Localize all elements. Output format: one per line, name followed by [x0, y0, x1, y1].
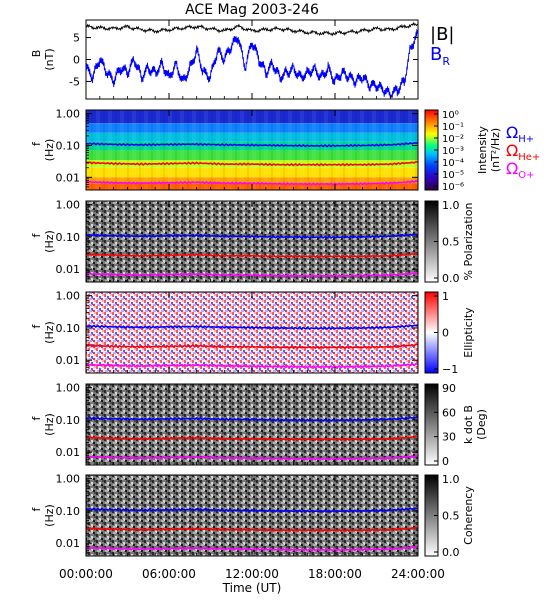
kdotb-gyro-line-2: [85, 454, 419, 461]
ellipticity-colorbar-tick-label: −1: [442, 363, 458, 376]
psd-colorbar-tick-label: 10⁻⁴: [442, 158, 464, 169]
polarization-gyro-line-0: [85, 233, 419, 239]
ellipticity-ytick-label: 1.00: [56, 290, 81, 303]
polarization-ytick-label: 1.00: [56, 199, 81, 212]
panel-b-yunit: (nT): [43, 48, 56, 70]
legend-gyro-o: ΩO+: [506, 159, 534, 181]
kdotb-ylabel: f: [30, 415, 43, 420]
panel-b-ylabel: B: [30, 50, 43, 58]
x-axis-labels: 00:00:00 06:00:00 12:00:00 18:00:00 24:00:00: [59, 567, 445, 581]
kdotb-ytick-label: 1.00: [56, 382, 81, 395]
psd-colorbar-tick-label: 10⁻³: [442, 146, 464, 157]
psd-colorbar-tick-label: 10⁻¹: [442, 122, 464, 133]
psd-colorbar-unit: (nT²/Hz): [489, 128, 502, 172]
kdotb-colorbar-unit: (Deg): [475, 409, 488, 440]
polarization-gyro-line-1: [85, 252, 419, 259]
coherency-ytick-label: 0.10: [56, 505, 81, 518]
kdotb-colorbar: [424, 383, 439, 466]
ellipticity-gyro-line-1: [85, 343, 419, 350]
x-tick-label: 12:00:00: [225, 567, 279, 581]
psd-gyro-line-0: [85, 142, 419, 148]
psd-texture: [86, 110, 418, 190]
psd-ytick-label: 1.00: [56, 108, 81, 121]
coherency-ylabel: f: [30, 506, 43, 511]
kdotb-colorbar-tick-label: 0: [442, 455, 449, 468]
series-line-br: [85, 28, 419, 98]
panel-b-ytick-label: -5: [69, 75, 80, 88]
coherency-colorbar-tick-label: 0.5: [442, 510, 460, 523]
psd-ytick-label: 0.01: [56, 171, 81, 184]
kdotb-colorbar-tick-label: 30: [442, 431, 456, 444]
ellipticity-colorbar-tick-label: 1: [442, 290, 449, 303]
polarization-ytick-label: 0.01: [56, 263, 81, 276]
kdotb-spectrogram: [86, 384, 418, 465]
legend-top-abs-b: |B|: [430, 24, 454, 45]
polarization-yunit: (Hz): [43, 230, 56, 253]
polarization-colorbar-tick-label: 0.5: [442, 236, 460, 249]
coherency-ytick-label: 0.01: [56, 537, 81, 550]
ellipticity-ytick-label: 0.10: [56, 322, 81, 335]
panel-b-ytick-label: 0: [73, 54, 80, 67]
ellipticity-yunit: (Hz): [43, 321, 56, 344]
coherency-ytick-label: 1.00: [56, 473, 81, 486]
coherency-gyro-line-1: [85, 526, 419, 533]
psd-colorbar-tick-label: 10⁻²: [442, 134, 464, 145]
polarization-ytick-label: 0.10: [56, 231, 81, 244]
x-axis-title: Time (UT): [222, 581, 282, 595]
psd-ylabel: f: [30, 141, 43, 146]
polarization-ylabel: f: [30, 232, 43, 237]
legend-gyro: ΩH+ ΩHe+ ΩO+: [506, 123, 540, 181]
legend-gyro-h: ΩH+: [506, 123, 534, 145]
ellipticity-colorbar-label: Ellipticity: [462, 307, 475, 358]
polarization-colorbar-label: % Polarization: [462, 203, 475, 281]
coherency-spectrogram: [86, 475, 418, 556]
psd-gyro-line-2: [85, 179, 419, 186]
x-tick-label: 24:00:00: [391, 567, 445, 581]
x-tick-label: 18:00:00: [308, 567, 362, 581]
ellipticity-gyro-line-0: [85, 324, 419, 330]
legend-top-br: BR: [430, 44, 450, 68]
psd-gyro-line-1: [85, 160, 419, 167]
psd-colorbar-tick-label: 10⁰: [442, 110, 459, 121]
coherency-colorbar-tick-label: 0.0: [442, 546, 460, 559]
psd-yunit: (Hz): [43, 139, 56, 162]
series-line-abs-b: [85, 21, 419, 37]
polarization-spectrogram: [86, 201, 418, 282]
kdotb-ytick-label: 0.10: [56, 414, 81, 427]
coherency-colorbar-tick-label: 1.0: [442, 473, 460, 486]
kdotb-colorbar-tick-label: 60: [442, 406, 456, 419]
psd-colorbar-label: Intensity: [476, 126, 489, 174]
kdotb-colorbar-tick-label: 90: [442, 382, 456, 395]
polarization-gyro-line-2: [85, 271, 419, 278]
ellipticity-ytick-label: 0.01: [56, 354, 81, 367]
ellipticity-ylabel: f: [30, 323, 43, 328]
coherency-gyro-line-0: [85, 507, 419, 513]
kdotb-gyro-line-0: [85, 416, 419, 422]
coherency-gyro-line-2: [85, 545, 419, 552]
polarization-colorbar-tick-label: 1.0: [442, 199, 460, 212]
kdotb-ytick-label: 0.01: [56, 446, 81, 459]
ellipticity-colorbar-tick-label: 0: [442, 327, 449, 340]
kdotb-gyro-line-1: [85, 435, 419, 442]
kdotb-colorbar-label: k dot B: [462, 405, 475, 444]
panel-b-ytick-label: 5: [73, 32, 80, 45]
kdotb-yunit: (Hz): [43, 413, 56, 436]
legend-top: |B| BR: [430, 24, 454, 68]
psd-colorbar-tick-label: 10⁻⁶: [442, 182, 464, 193]
coherency-colorbar-label: Coherency: [462, 486, 475, 545]
polarization-colorbar-tick-label: 0.0: [442, 272, 460, 285]
coherency-yunit: (Hz): [43, 504, 56, 527]
psd-ytick-label: 0.10: [56, 139, 81, 152]
ellipticity-gyro-line-2: [85, 362, 419, 369]
legend-gyro-he: ΩHe+: [506, 141, 540, 163]
x-tick-label: 06:00:00: [142, 567, 196, 581]
psd-colorbar-tick-label: 10⁻⁵: [442, 170, 464, 181]
figure-title: ACE Mag 2003-246: [185, 2, 319, 18]
ellipticity-spectrogram: [86, 292, 418, 373]
x-tick-label: 00:00:00: [59, 567, 113, 581]
